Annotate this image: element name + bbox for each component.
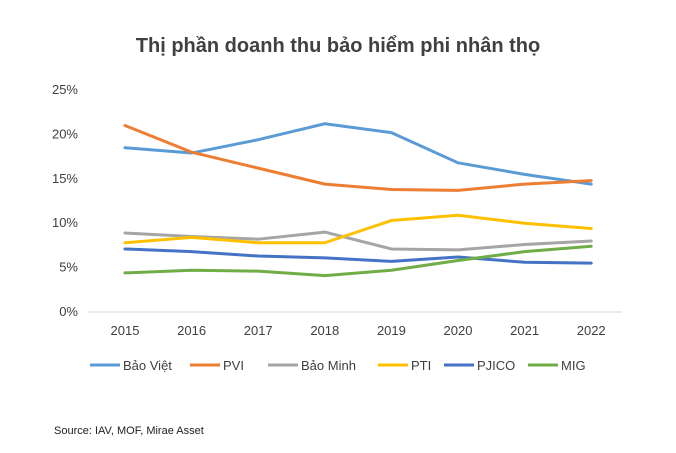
legend-label: MIG [561,358,586,373]
x-axis-ticks: 2015 2016 2017 2018 2019 2020 2021 2022 [111,323,606,338]
x-tick-label: 2018 [310,323,339,338]
legend-item: Bảo Minh [268,358,356,373]
series-line-3 [123,213,593,245]
y-tick-label: 10% [52,215,78,230]
y-tick-label: 20% [52,126,78,141]
y-tick-label: 25% [52,82,78,97]
x-tick-label: 2022 [577,323,606,338]
series-line-1 [123,124,593,192]
legend: Bảo Việt PVI Bảo Minh PTI PJICO MIG [90,358,586,373]
series-lines [123,122,593,278]
y-tick-label: 5% [59,260,78,275]
source-note: Source: IAV, MOF, Mirae Asset [54,425,204,437]
legend-label: Bảo Minh [301,358,356,373]
y-tick-label: 0% [59,304,78,319]
chart-title: Thị phần doanh thu bảo hiểm phi nhân thọ [136,35,540,57]
legend-label: PVI [223,358,244,373]
x-tick-label: 2021 [510,323,539,338]
legend-item: MIG [528,358,586,373]
legend-item: PVI [190,358,244,373]
legend-item: PTI [378,358,431,373]
legend-item: Bảo Việt [90,358,172,373]
x-tick-label: 2015 [111,323,140,338]
x-tick-label: 2017 [244,323,273,338]
y-tick-label: 15% [52,171,78,186]
legend-item: PJICO [444,358,515,373]
series-line-0 [123,122,593,186]
y-axis-ticks: 0% 5% 10% 15% 20% 25% [52,82,78,319]
legend-label: PTI [411,358,431,373]
x-tick-label: 2016 [177,323,206,338]
series-line-4 [123,247,593,265]
legend-label: Bảo Việt [123,358,172,373]
x-tick-label: 2020 [444,323,473,338]
series-line-2 [123,230,593,252]
legend-label: PJICO [477,358,515,373]
x-tick-label: 2019 [377,323,406,338]
series-line-5 [123,244,593,278]
